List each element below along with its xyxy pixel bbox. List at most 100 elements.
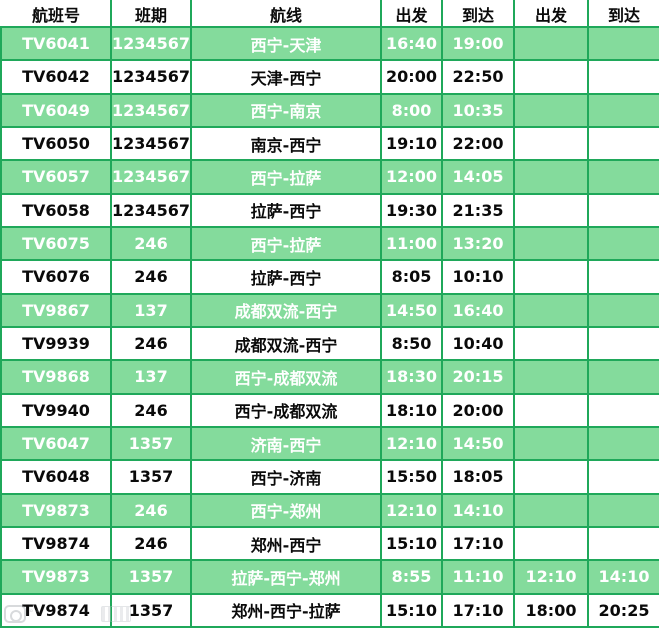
flight-number-cell: TV9867 bbox=[0, 292, 112, 328]
arrival-2-cell bbox=[587, 25, 659, 62]
departure-1-cell: 20:00 bbox=[380, 59, 443, 95]
schedule-days-cell: 246 bbox=[110, 525, 192, 562]
arrival-2-cell: 20:25 bbox=[587, 592, 659, 628]
schedule-days-cell: 1234567 bbox=[110, 92, 192, 128]
arrival-2-cell bbox=[587, 525, 659, 562]
route-cell: 郑州-西宁 bbox=[190, 525, 382, 562]
schedule-days-cell: 1357 bbox=[110, 592, 192, 628]
arrival-2-cell bbox=[587, 159, 659, 195]
departure-1-cell: 8:00 bbox=[380, 92, 443, 128]
departure-2-cell bbox=[513, 492, 589, 528]
table-row: TV9873 1357 拉萨-西宁-郑州 8:55 11:10 12:10 14:10 bbox=[0, 559, 659, 595]
column-header-schedule-days: 班期 bbox=[110, 0, 192, 28]
arrival-1-cell: 10:10 bbox=[441, 259, 515, 295]
schedule-days-cell: 1234567 bbox=[110, 159, 192, 195]
flight-number-cell: TV6049 bbox=[0, 92, 112, 128]
flight-number-cell: TV9874 bbox=[0, 592, 112, 628]
arrival-1-cell: 10:40 bbox=[441, 325, 515, 362]
departure-1-cell: 8:50 bbox=[380, 325, 443, 362]
route-cell: 成都双流-西宁 bbox=[190, 292, 382, 328]
departure-2-cell bbox=[513, 159, 589, 195]
arrival-2-cell bbox=[587, 425, 659, 462]
table-row: TV9867 137 成都双流-西宁 14:50 16:40 bbox=[0, 292, 659, 328]
arrival-1-cell: 20:15 bbox=[441, 359, 515, 395]
departure-2-cell bbox=[513, 259, 589, 295]
route-cell: 西宁-郑州 bbox=[190, 492, 382, 528]
arrival-1-cell: 18:05 bbox=[441, 459, 515, 495]
departure-1-cell: 15:10 bbox=[380, 592, 443, 628]
departure-1-cell: 16:40 bbox=[380, 25, 443, 62]
flight-number-cell: TV9874 bbox=[0, 525, 112, 562]
arrival-1-cell: 21:35 bbox=[441, 192, 515, 228]
arrival-2-cell bbox=[587, 359, 659, 395]
departure-2-cell bbox=[513, 392, 589, 428]
arrival-1-cell: 14:50 bbox=[441, 425, 515, 462]
column-header-route: 航线 bbox=[190, 0, 382, 28]
departure-1-cell: 12:10 bbox=[380, 425, 443, 462]
arrival-1-cell: 19:00 bbox=[441, 25, 515, 62]
flight-number-cell: TV6076 bbox=[0, 259, 112, 295]
departure-2-cell: 12:10 bbox=[513, 559, 589, 595]
flight-number-cell: TV9873 bbox=[0, 492, 112, 528]
flight-number-cell: TV9939 bbox=[0, 325, 112, 362]
table-header-row: 航班号 班期 航线 出发 到达 出发 到达 bbox=[0, 0, 659, 28]
departure-1-cell: 19:30 bbox=[380, 192, 443, 228]
table-row: TV6041 1234567 西宁-天津 16:40 19:00 bbox=[0, 25, 659, 62]
departure-1-cell: 15:50 bbox=[380, 459, 443, 495]
departure-2-cell bbox=[513, 59, 589, 95]
schedule-days-cell: 246 bbox=[110, 492, 192, 528]
departure-2-cell bbox=[513, 192, 589, 228]
route-cell: 西宁-成都双流 bbox=[190, 359, 382, 395]
departure-2-cell bbox=[513, 292, 589, 328]
arrival-2-cell: 14:10 bbox=[587, 559, 659, 595]
arrival-1-cell: 20:00 bbox=[441, 392, 515, 428]
departure-2-cell bbox=[513, 125, 589, 162]
route-cell: 西宁-南京 bbox=[190, 92, 382, 128]
table-row: TV6042 1234567 天津-西宁 20:00 22:50 bbox=[0, 59, 659, 95]
departure-1-cell: 15:10 bbox=[380, 525, 443, 562]
route-cell: 西宁-天津 bbox=[190, 25, 382, 62]
flight-number-cell: TV6057 bbox=[0, 159, 112, 195]
column-header-arrival-2: 到达 bbox=[587, 0, 659, 28]
flight-number-cell: TV6047 bbox=[0, 425, 112, 462]
schedule-days-cell: 1234567 bbox=[110, 25, 192, 62]
flight-number-cell: TV6048 bbox=[0, 459, 112, 495]
departure-2-cell: 18:00 bbox=[513, 592, 589, 628]
table-row: TV9874 246 郑州-西宁 15:10 17:10 bbox=[0, 525, 659, 562]
route-cell: 西宁-济南 bbox=[190, 459, 382, 495]
departure-2-cell bbox=[513, 459, 589, 495]
arrival-1-cell: 17:10 bbox=[441, 592, 515, 628]
departure-1-cell: 19:10 bbox=[380, 125, 443, 162]
arrival-1-cell: 22:50 bbox=[441, 59, 515, 95]
arrival-2-cell bbox=[587, 292, 659, 328]
arrival-2-cell bbox=[587, 92, 659, 128]
departure-1-cell: 8:55 bbox=[380, 559, 443, 595]
departure-2-cell bbox=[513, 25, 589, 62]
arrival-2-cell bbox=[587, 259, 659, 295]
arrival-2-cell bbox=[587, 125, 659, 162]
flight-number-cell: TV6050 bbox=[0, 125, 112, 162]
departure-1-cell: 18:30 bbox=[380, 359, 443, 395]
arrival-2-cell bbox=[587, 459, 659, 495]
table-row: TV6050 1234567 南京-西宁 19:10 22:00 bbox=[0, 125, 659, 162]
arrival-1-cell: 22:00 bbox=[441, 125, 515, 162]
schedule-days-cell: 246 bbox=[110, 225, 192, 262]
flight-number-cell: TV9873 bbox=[0, 559, 112, 595]
departure-2-cell bbox=[513, 525, 589, 562]
route-cell: 拉萨-西宁 bbox=[190, 259, 382, 295]
schedule-days-cell: 246 bbox=[110, 392, 192, 428]
column-header-departure-1: 出发 bbox=[380, 0, 443, 28]
table-row: TV6075 246 西宁-拉萨 11:00 13:20 bbox=[0, 225, 659, 262]
arrival-2-cell bbox=[587, 225, 659, 262]
departure-2-cell bbox=[513, 325, 589, 362]
arrival-1-cell: 14:05 bbox=[441, 159, 515, 195]
departure-2-cell bbox=[513, 225, 589, 262]
schedule-days-cell: 1234567 bbox=[110, 125, 192, 162]
route-cell: 拉萨-西宁-郑州 bbox=[190, 559, 382, 595]
route-cell: 郑州-西宁-拉萨 bbox=[190, 592, 382, 628]
departure-1-cell: 8:05 bbox=[380, 259, 443, 295]
flight-number-cell: TV6075 bbox=[0, 225, 112, 262]
flight-number-cell: TV6058 bbox=[0, 192, 112, 228]
departure-1-cell: 12:10 bbox=[380, 492, 443, 528]
